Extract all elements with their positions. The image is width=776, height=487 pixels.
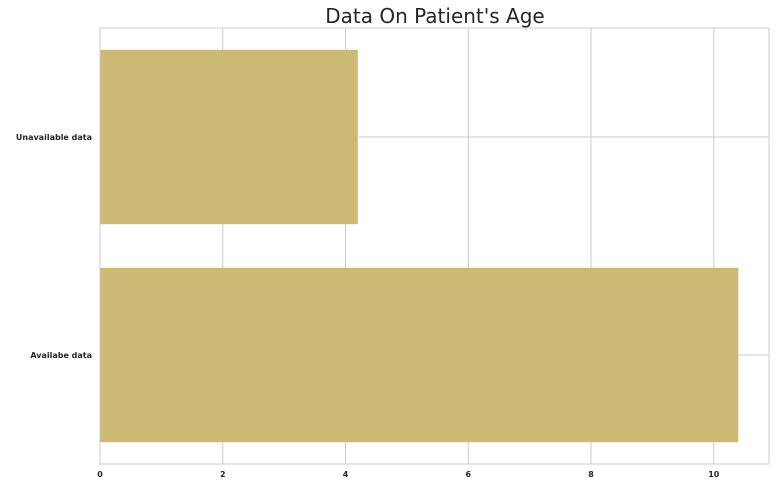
category-labels: Unavailable data Availabe data <box>16 133 92 360</box>
x-tick-label: 0 <box>97 470 103 479</box>
category-label: Availabe data <box>30 351 92 360</box>
x-tick-label: 6 <box>465 470 471 479</box>
category-label: Unavailable data <box>16 133 92 142</box>
bar-unavailable-data <box>100 49 358 225</box>
bars <box>100 49 739 443</box>
x-tick-label: 10 <box>708 470 720 479</box>
x-tick-labels: 0 2 4 6 8 10 <box>97 470 720 479</box>
x-tick-label: 8 <box>588 470 594 479</box>
chart-title: Data On Patient's Age <box>325 4 545 28</box>
plot-frame <box>99 27 770 465</box>
x-tick-label: 4 <box>343 470 349 479</box>
bar-availabe-data <box>100 267 739 443</box>
x-tick-label: 2 <box>220 470 226 479</box>
